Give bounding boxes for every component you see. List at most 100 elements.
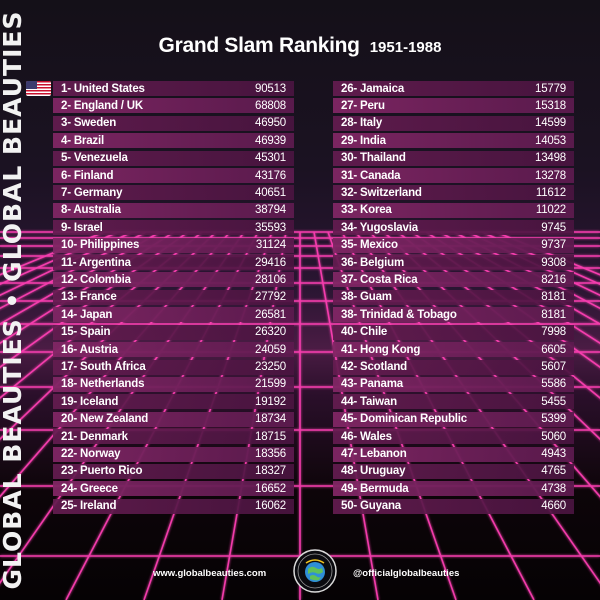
points-value: 46950	[255, 117, 286, 130]
ranking-row: 4- Brazil 46939	[53, 133, 294, 149]
points-value: 6605	[541, 343, 566, 356]
ranking-row: 38- Trinidad & Tobago 8181	[333, 307, 574, 323]
points-value: 9737	[541, 239, 566, 252]
ranking-row: 50- Guyana 4660	[333, 498, 574, 514]
country-label: 11- Argentina	[61, 256, 131, 269]
ranking-row: 43- Panama 5586	[333, 376, 574, 392]
ranking-row: 16- Austria 24059	[53, 342, 294, 358]
country-label: 42- Scotland	[341, 361, 407, 373]
ranking-row: 30- Thailand 13498	[333, 150, 574, 166]
country-label: 3- Sweden	[61, 117, 117, 130]
country-label: 7- Germany	[61, 186, 123, 199]
ranking-row: 31- Canada 13278	[333, 168, 574, 184]
points-value: 8181	[541, 291, 566, 304]
points-value: 45301	[255, 152, 286, 165]
ranking-row: 3- Sweden 46950	[53, 115, 294, 131]
social-handle[interactable]: @officialglobalbeauties	[353, 568, 460, 579]
country-label: 27- Peru	[341, 99, 385, 112]
points-value: 16652	[255, 482, 286, 495]
points-value: 8181	[541, 308, 566, 321]
ranking-row: 6- Finland 43176	[53, 168, 294, 184]
points-value: 5455	[541, 395, 566, 408]
ranking-list-left: 1- United States 90513 2- England / UK 6880…	[53, 81, 294, 516]
country-label: 6- Finland	[61, 169, 114, 182]
points-value: 14599	[535, 117, 566, 130]
points-value: 68808	[255, 99, 286, 112]
country-label: 13- France	[61, 291, 117, 304]
ranking-row: 24- Greece 16652	[53, 481, 294, 497]
country-label: 1- United States	[61, 82, 145, 95]
points-value: 18715	[255, 430, 286, 443]
ranking-row: 21- Denmark 18715	[53, 429, 294, 445]
country-label: 9- Israel	[61, 221, 103, 234]
country-label: 26- Jamaica	[341, 82, 405, 95]
ranking-row: 45- Dominican Republic 5399	[333, 411, 574, 427]
country-label: 48- Uruguay	[341, 465, 406, 478]
country-label: 8- Australia	[61, 204, 121, 217]
points-value: 4943	[541, 448, 566, 461]
country-label: 46- Wales	[341, 430, 392, 443]
country-label: 18- Netherlands	[61, 378, 145, 391]
ranking-row: 22- Norway 18356	[53, 446, 294, 462]
country-label: 16- Austria	[61, 343, 118, 356]
ranking-row: 36- Belgium 9308	[333, 255, 574, 271]
page-header: Grand Slam Ranking 1951-1988	[0, 34, 600, 58]
country-label: 28- Italy	[341, 117, 383, 130]
ranking-row: 37- Costa Rica 8216	[333, 272, 574, 288]
ranking-row: 32- Switzerland 11612	[333, 185, 574, 201]
country-label: 35- Mexico	[341, 239, 398, 252]
points-value: 14053	[535, 134, 566, 147]
points-value: 28106	[255, 273, 286, 286]
ranking-row: 14- Japan 26581	[53, 307, 294, 323]
country-label: 45- Dominican Republic	[341, 413, 467, 426]
points-value: 4660	[541, 500, 566, 513]
points-value: 19192	[255, 395, 286, 408]
ranking-row: 46- Wales 5060	[333, 429, 574, 445]
us-flag-icon	[26, 81, 51, 96]
country-label: 19- Iceland	[61, 395, 119, 408]
website-link[interactable]: www.globalbeauties.com	[153, 568, 267, 579]
points-value: 21599	[255, 378, 286, 391]
ranking-row: 9- Israel 35593	[53, 220, 294, 236]
country-label: 4- Brazil	[61, 134, 104, 147]
points-value: 13498	[535, 152, 566, 165]
ranking-row: 41- Hong Kong 6605	[333, 342, 574, 358]
country-label: 40- Chile	[341, 326, 388, 339]
country-label: 14- Japan	[61, 308, 113, 321]
ranking-row: 47- Lebanon 4943	[333, 446, 574, 462]
points-value: 4738	[541, 482, 566, 495]
ranking-row: 33- Korea 11022	[333, 202, 574, 218]
country-label: 17- South Africa	[61, 361, 146, 373]
country-label: 23- Puerto Rico	[61, 465, 143, 478]
country-label: 38- Trinidad & Tobago	[341, 308, 457, 321]
grid-line	[0, 231, 133, 297]
points-value: 43176	[255, 169, 286, 182]
country-label: 2- England / UK	[61, 99, 143, 112]
points-value: 5399	[541, 413, 566, 426]
country-label: 30- Thailand	[341, 152, 406, 165]
points-value: 5607	[541, 361, 566, 373]
year-range: 1951-1988	[369, 39, 442, 56]
ranking-row: 1- United States 90513	[53, 81, 294, 96]
ranking-row: 18- Netherlands 21599	[53, 376, 294, 392]
grid-line	[467, 231, 600, 297]
country-label: 20- New Zealand	[61, 413, 149, 426]
ranking-row: 8- Australia 38794	[53, 202, 294, 218]
country-label: 33- Korea	[341, 204, 392, 217]
page-title: Grand Slam Ranking	[158, 34, 360, 57]
points-value: 29416	[255, 256, 286, 269]
ranking-row: 5- Venezuela 45301	[53, 150, 294, 166]
country-label: 22- Norway	[61, 448, 121, 461]
country-label: 43- Panama	[341, 378, 403, 391]
points-value: 11022	[535, 204, 566, 217]
points-value: 26320	[255, 326, 286, 339]
country-label: 32- Switzerland	[341, 186, 422, 199]
points-value: 15318	[535, 99, 566, 112]
points-value: 27792	[255, 291, 286, 304]
ranking-row: 28- Italy 14599	[333, 115, 574, 131]
brand-side-text: GLOBAL BEAUTIES • GLOBAL BEAUTIES	[0, 10, 27, 590]
country-label: 38- Guam	[341, 291, 392, 304]
country-label: 41- Hong Kong	[341, 343, 421, 356]
country-label: 24- Greece	[61, 482, 118, 495]
points-value: 38794	[255, 204, 286, 217]
